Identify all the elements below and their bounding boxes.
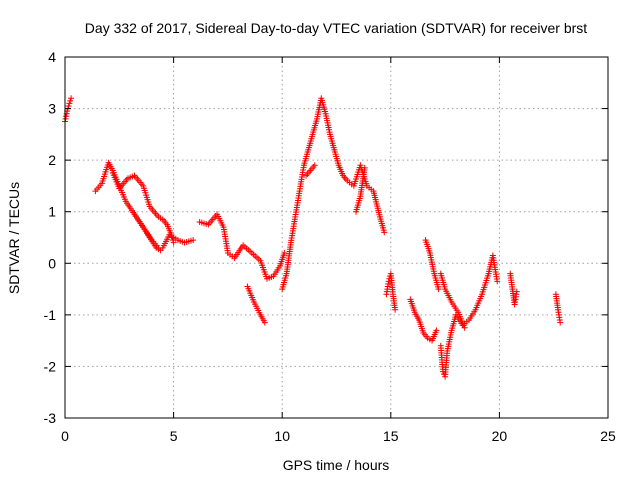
data-point <box>461 324 468 331</box>
y-tick-label: 0 <box>48 255 56 271</box>
data-point <box>65 102 72 109</box>
data-point <box>385 278 392 285</box>
y-axis-label: SDTVAR / TECUs <box>6 182 22 294</box>
x-tick-labels: 0 5 10 15 20 25 <box>61 428 616 444</box>
data-point <box>62 115 69 122</box>
data-point <box>66 100 73 107</box>
data-point <box>170 239 177 246</box>
data-point <box>435 286 442 293</box>
y-tick-label: 4 <box>48 49 56 65</box>
data-point <box>311 162 318 169</box>
data-point <box>261 319 268 326</box>
data-point <box>68 95 75 102</box>
grid-lines <box>65 57 608 418</box>
axis-ticks <box>64 56 609 419</box>
y-tick-label: 2 <box>48 152 56 168</box>
data-point <box>513 288 520 295</box>
data-point <box>157 247 164 254</box>
y-tick-label: -2 <box>44 358 57 374</box>
x-tick-label: 20 <box>492 428 508 444</box>
data-points <box>62 95 564 380</box>
data-point <box>168 231 175 238</box>
y-tick-label: -3 <box>44 410 57 426</box>
data-point <box>169 237 176 244</box>
data-point <box>190 237 197 244</box>
plot-frame <box>64 56 609 419</box>
data-point <box>557 319 564 326</box>
x-tick-label: 10 <box>274 428 290 444</box>
data-point <box>281 249 288 256</box>
y-tick-labels: -3 -2 -1 0 1 2 3 4 <box>44 49 57 426</box>
data-point <box>361 164 368 171</box>
x-tick-label: 0 <box>61 428 69 444</box>
x-tick-label: 5 <box>170 428 178 444</box>
x-tick-label: 15 <box>383 428 399 444</box>
data-point <box>67 97 74 104</box>
x-axis-label: GPS time / hours <box>283 457 390 473</box>
x-tick-label: 25 <box>600 428 616 444</box>
data-point <box>381 229 388 236</box>
data-point <box>494 278 501 285</box>
data-point <box>433 327 440 334</box>
chart-title: Day 332 of 2017, Sidereal Day-to-day VTE… <box>85 20 587 36</box>
y-tick-label: 3 <box>48 101 56 117</box>
data-point <box>63 113 70 120</box>
data-point <box>392 306 399 313</box>
y-tick-label: -1 <box>44 307 57 323</box>
y-tick-label: 1 <box>48 204 56 220</box>
data-point <box>169 234 176 241</box>
